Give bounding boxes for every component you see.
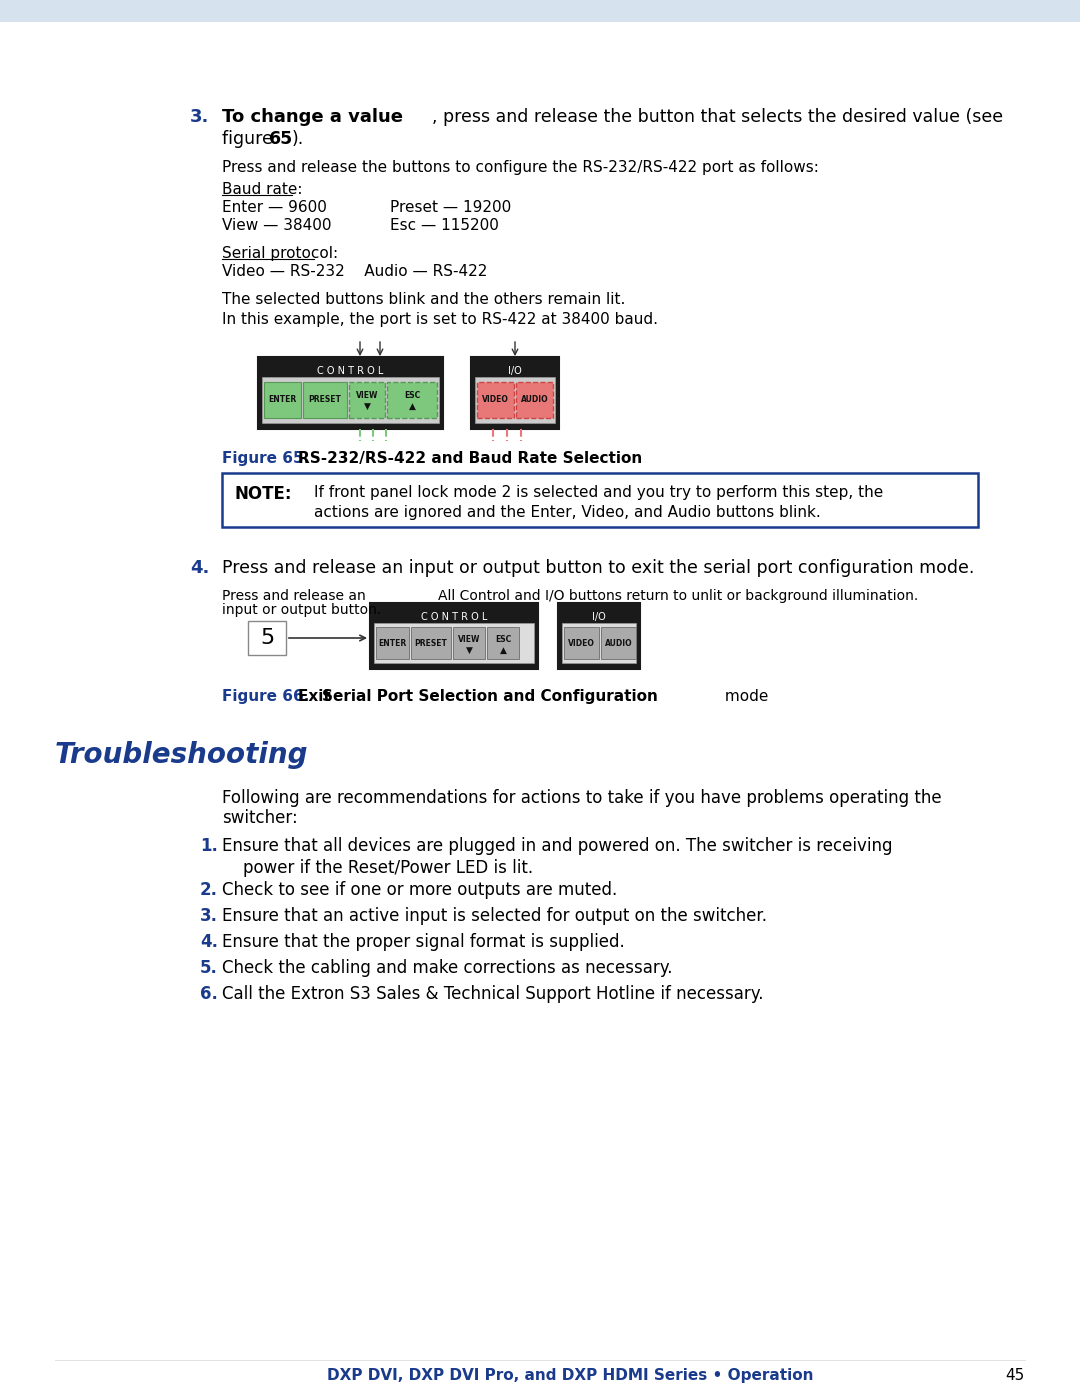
Text: DXP DVI, DXP DVI Pro, and DXP HDMI Series • Operation: DXP DVI, DXP DVI Pro, and DXP HDMI Serie… [327, 1368, 813, 1383]
Bar [387, 381, 437, 418]
Text: ESC: ESC [495, 636, 511, 644]
Text: Exit: Exit [298, 689, 336, 704]
Text: Serial protocol:: Serial protocol: [222, 246, 338, 261]
Text: input or output button.: input or output button. [222, 604, 381, 617]
Bar [562, 623, 636, 664]
Text: figure: figure [222, 130, 279, 148]
Text: Check to see if one or more outputs are muted.: Check to see if one or more outputs are … [222, 882, 618, 900]
Text: The selected buttons blink and the others remain lit.: The selected buttons blink and the other… [222, 292, 625, 307]
Bar [558, 604, 640, 669]
Text: 4.: 4. [190, 559, 210, 577]
Text: Esc — 115200: Esc — 115200 [390, 218, 499, 233]
Text: In this example, the port is set to RS-422 at 38400 baud.: In this example, the port is set to RS-4… [222, 312, 658, 327]
Text: ▲: ▲ [408, 401, 416, 411]
Text: Following are recommendations for actions to take if you have problems operating: Following are recommendations for action… [222, 789, 942, 807]
Text: VIDEO: VIDEO [482, 395, 509, 405]
Text: Video — RS-232    Audio — RS-422: Video — RS-232 Audio — RS-422 [222, 264, 487, 279]
Bar [475, 377, 555, 423]
Text: power if the Reset/Power LED is lit.: power if the Reset/Power LED is lit. [222, 859, 534, 877]
Text: View — 38400: View — 38400 [222, 218, 332, 233]
Text: VIEW: VIEW [458, 636, 481, 644]
Bar [349, 381, 384, 418]
Text: 5: 5 [260, 629, 274, 648]
Text: ▼: ▼ [364, 401, 370, 411]
Bar [471, 358, 559, 429]
Text: Baud rate:: Baud rate: [222, 182, 302, 197]
Bar [262, 377, 438, 423]
Bar [376, 627, 409, 659]
Bar [516, 381, 553, 418]
Bar [374, 623, 534, 664]
Text: Troubleshooting: Troubleshooting [55, 740, 309, 768]
Text: NOTE:: NOTE: [234, 485, 292, 503]
Text: , press and release the button that selects the desired value (see: , press and release the button that sele… [432, 108, 1003, 126]
Text: ▲: ▲ [500, 645, 507, 655]
Text: ▼: ▼ [465, 645, 472, 655]
Text: If front panel lock mode 2 is selected and you try to perform this step, the: If front panel lock mode 2 is selected a… [314, 485, 883, 500]
Bar [303, 381, 347, 418]
Text: ENTER: ENTER [378, 638, 407, 647]
Text: Press and release an: Press and release an [222, 590, 366, 604]
Text: C O N T R O L: C O N T R O L [421, 612, 487, 622]
Bar [477, 381, 514, 418]
Bar [564, 627, 599, 659]
Text: Ensure that an active input is selected for output on the switcher.: Ensure that an active input is selected … [222, 907, 767, 925]
Bar [0, 0, 1080, 22]
Text: ).: ). [292, 130, 305, 148]
Text: I/O: I/O [592, 612, 606, 622]
Text: actions are ignored and the Enter, Video, and Audio buttons blink.: actions are ignored and the Enter, Video… [314, 504, 821, 520]
Text: C O N T R O L: C O N T R O L [318, 366, 383, 376]
Text: mode: mode [720, 689, 768, 704]
Bar [258, 358, 443, 429]
Bar [411, 627, 451, 659]
Text: Enter — 9600: Enter — 9600 [222, 200, 327, 215]
Bar [248, 622, 286, 655]
Text: 3.: 3. [200, 907, 218, 925]
Text: VIDEO: VIDEO [568, 638, 595, 647]
Text: 3.: 3. [190, 108, 210, 126]
Bar [264, 381, 301, 418]
Bar [370, 604, 538, 669]
Text: Press and release the buttons to configure the RS-232/RS-422 port as follows:: Press and release the buttons to configu… [222, 161, 819, 175]
Text: ENTER: ENTER [268, 395, 297, 405]
Text: Ensure that the proper signal format is supplied.: Ensure that the proper signal format is … [222, 933, 624, 951]
Text: 1.: 1. [200, 837, 218, 855]
Text: 4.: 4. [200, 933, 218, 951]
Text: All Control and I/O buttons return to unlit or background illumination.: All Control and I/O buttons return to un… [438, 590, 918, 604]
Text: Figure 65.: Figure 65. [222, 451, 309, 467]
Bar [222, 474, 978, 527]
Text: 65: 65 [269, 130, 294, 148]
Bar [600, 627, 636, 659]
Text: Check the cabling and make corrections as necessary.: Check the cabling and make corrections a… [222, 958, 673, 977]
Text: Preset — 19200: Preset — 19200 [390, 200, 511, 215]
Text: VIEW: VIEW [355, 391, 378, 401]
Bar [487, 627, 519, 659]
Text: PRESET: PRESET [309, 395, 341, 405]
Text: switcher:: switcher: [222, 809, 298, 827]
Text: Ensure that all devices are plugged in and powered on. The switcher is receiving: Ensure that all devices are plugged in a… [222, 837, 892, 855]
Text: 45: 45 [1005, 1368, 1025, 1383]
Text: 2.: 2. [200, 882, 218, 900]
Text: I/O: I/O [508, 366, 522, 376]
Text: RS-232/RS-422 and Baud Rate Selection: RS-232/RS-422 and Baud Rate Selection [298, 451, 643, 467]
Text: Call the Extron S3 Sales & Technical Support Hotline if necessary.: Call the Extron S3 Sales & Technical Sup… [222, 985, 764, 1003]
Text: To change a value: To change a value [222, 108, 403, 126]
Text: Figure 66.: Figure 66. [222, 689, 309, 704]
Text: AUDIO: AUDIO [605, 638, 632, 647]
Text: PRESET: PRESET [415, 638, 447, 647]
Text: Serial Port Selection and Configuration: Serial Port Selection and Configuration [322, 689, 658, 704]
Text: AUDIO: AUDIO [521, 395, 549, 405]
Text: Press and release an input or output button to exit the serial port configuratio: Press and release an input or output but… [222, 559, 974, 577]
Bar [453, 627, 485, 659]
Text: 5.: 5. [200, 958, 218, 977]
Text: 6.: 6. [200, 985, 218, 1003]
Text: ESC: ESC [404, 391, 420, 401]
